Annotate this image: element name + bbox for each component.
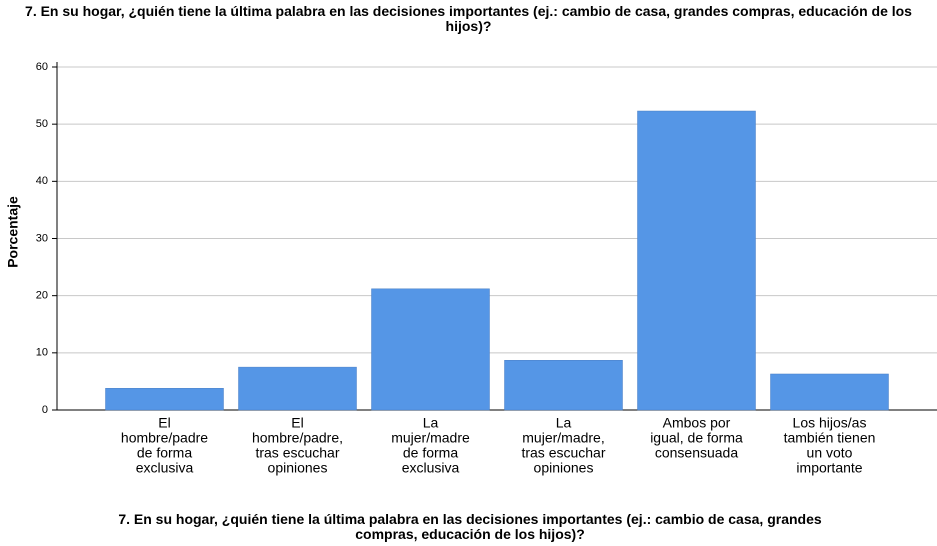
y-tick-label: 10	[36, 347, 48, 359]
y-tick-label: 50	[36, 118, 48, 130]
x-tick-label: El	[158, 415, 170, 431]
bar	[105, 388, 224, 411]
y-tick-label: 60	[36, 61, 48, 73]
x-tick-label: consensuada	[655, 445, 739, 461]
bar	[770, 373, 889, 411]
x-axis-label: 7. En su hogar, ¿quién tiene la última p…	[118, 511, 822, 542]
x-tick-label: La	[556, 415, 572, 431]
x-tick-label: opiniones	[534, 460, 594, 476]
x-tick-label: opiniones	[268, 460, 328, 476]
y-tick-label: 40	[36, 175, 48, 187]
x-tick-label: El	[291, 415, 303, 431]
x-tick-label: igual, de forma	[650, 430, 743, 446]
x-tick-label: también tienen	[784, 430, 876, 446]
bar	[504, 360, 623, 411]
chart-title: 7. En su hogar, ¿quién tiene la última p…	[25, 3, 912, 34]
y-tick-label: 30	[36, 232, 48, 244]
y-axis-label: Porcentaje	[5, 196, 21, 268]
bar	[238, 366, 357, 411]
x-tick-label: mujer/madre,	[522, 430, 604, 446]
x-tick-label: exclusiva	[402, 460, 460, 476]
x-tick-label: un voto	[807, 445, 853, 461]
bar	[637, 110, 756, 411]
x-tick-label: hombre/padre	[121, 430, 208, 446]
y-tick-label: 20	[36, 290, 48, 302]
y-tick-label: 0	[42, 404, 48, 416]
x-tick-label: de forma	[137, 445, 192, 461]
x-tick-label: de forma	[403, 445, 458, 461]
x-tick-label: importante	[796, 460, 862, 476]
bar	[371, 288, 490, 411]
x-tick-label: Los hijos/as	[793, 415, 867, 431]
x-tick-label: La	[423, 415, 439, 431]
x-tick-label: tras escuchar	[255, 445, 339, 461]
x-tick-label: tras escuchar	[521, 445, 605, 461]
x-tick-label: mujer/madre	[391, 430, 470, 446]
x-tick-label: hombre/padre,	[252, 430, 343, 446]
x-tick-label: exclusiva	[136, 460, 194, 476]
x-tick-label: Ambos por	[663, 415, 731, 431]
